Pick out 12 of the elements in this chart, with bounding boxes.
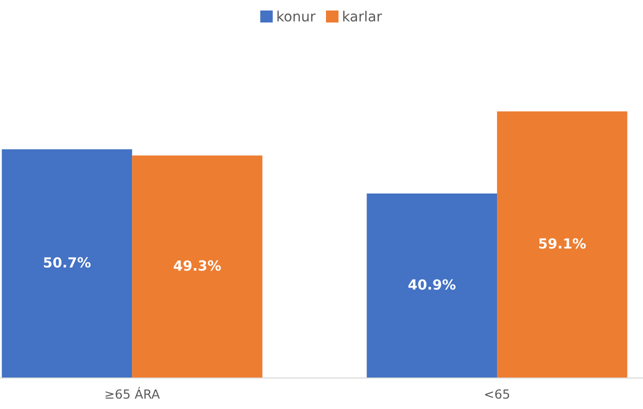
data-label: 40.9% — [408, 279, 456, 290]
legend-label: karlar — [343, 10, 382, 22]
bar — [2, 149, 132, 378]
x-tick-label: ≥65 ÁRA — [106, 387, 160, 399]
data-label: 59.1% — [539, 238, 586, 249]
x-tick-label: <65 — [485, 389, 510, 399]
legend-label: konur — [277, 10, 316, 22]
bar — [366, 193, 498, 378]
data-label: 49.3% — [174, 260, 221, 271]
bar — [497, 111, 628, 378]
bar — [132, 156, 262, 378]
data-label: 50.7% — [44, 257, 91, 268]
